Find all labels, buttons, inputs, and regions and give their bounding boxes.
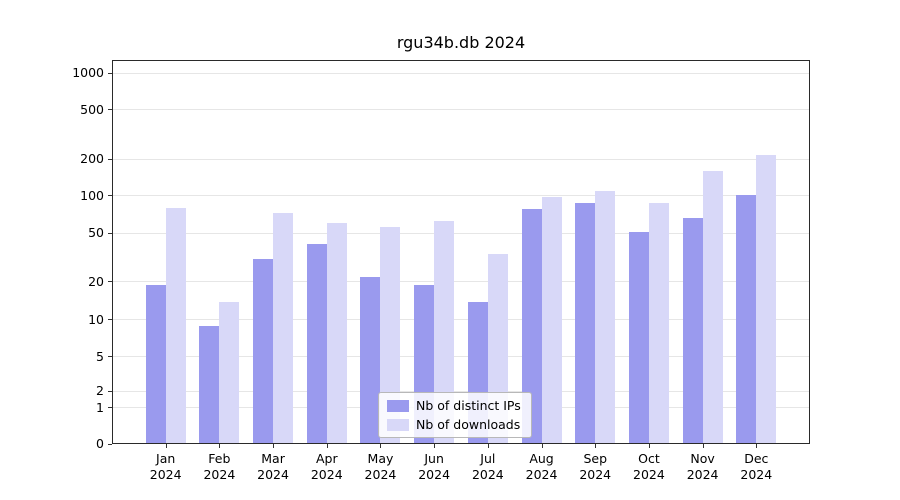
bar-downloads [219, 302, 240, 444]
y-tick-label: 1000 [72, 65, 104, 81]
x-tick-mark [165, 444, 167, 448]
y-tick-mark [108, 232, 112, 234]
x-tick-mark [541, 444, 543, 448]
y-gridline [112, 158, 810, 160]
x-tick-mark [326, 444, 328, 448]
x-tick-label: Aug 2024 [525, 451, 558, 482]
y-tick-label: 50 [88, 225, 104, 241]
y-tick-mark [108, 390, 112, 392]
bar-distinct-ips [521, 209, 542, 444]
y-tick-mark [108, 158, 112, 160]
y-gridline [112, 390, 810, 392]
chart-title: rgu34b.db 2024 [396, 33, 526, 52]
bar-downloads [702, 171, 723, 444]
bar-downloads [165, 208, 186, 444]
y-gridline [112, 281, 810, 283]
y-tick-mark [108, 407, 112, 409]
y-tick-mark [108, 356, 112, 358]
y-tick-mark [108, 281, 112, 283]
y-tick-label: 0 [96, 436, 104, 451]
y-gridline [112, 195, 810, 197]
legend-label-distinct-ips: Nb of distinct IPs [416, 398, 521, 413]
bar-downloads [541, 197, 562, 444]
bar-distinct-ips [145, 285, 166, 444]
y-tick-mark [108, 72, 112, 74]
x-tick-mark [702, 444, 704, 448]
x-tick-label: Jan 2024 [149, 451, 182, 482]
bar-downloads [380, 227, 401, 444]
x-tick-mark [487, 444, 489, 448]
y-tick-label: 500 [80, 101, 104, 117]
legend: Nb of distinct IPs Nb of downloads [378, 392, 532, 438]
legend-item-downloads: Nb of downloads [387, 417, 521, 432]
x-tick-label: Feb 2024 [203, 451, 236, 482]
y-gridline [112, 109, 810, 111]
y-tick-label: 1 [96, 399, 104, 415]
bar-distinct-ips [306, 244, 327, 444]
bar-distinct-ips [575, 203, 596, 444]
legend-label-downloads: Nb of downloads [416, 417, 521, 432]
y-tick-label: 200 [80, 151, 104, 167]
bar-downloads [273, 213, 294, 444]
bar-downloads [434, 221, 455, 444]
y-gridline [112, 356, 810, 358]
x-tick-label: Dec 2024 [740, 451, 773, 482]
y-tick-label: 100 [80, 187, 104, 203]
bar-downloads [756, 155, 777, 444]
legend-item-distinct-ips: Nb of distinct IPs [387, 398, 521, 413]
x-tick-label: Sep 2024 [579, 451, 612, 482]
x-tick-mark [219, 444, 221, 448]
y-tick-mark [108, 195, 112, 197]
x-tick-mark [273, 444, 275, 448]
x-tick-label: Apr 2024 [310, 451, 343, 482]
bar-distinct-ips [736, 195, 757, 444]
bar-distinct-ips [682, 218, 703, 444]
x-tick-label: May 2024 [364, 451, 397, 482]
bar-downloads [595, 191, 616, 444]
bar-downloads [648, 203, 669, 444]
x-tick-mark [380, 444, 382, 448]
x-tick-label: Mar 2024 [257, 451, 289, 482]
y-tick-mark [108, 319, 112, 321]
y-gridline [112, 319, 810, 321]
x-tick-mark [595, 444, 597, 448]
x-tick-label: Nov 2024 [686, 451, 719, 482]
y-tick-label: 10 [88, 311, 104, 327]
y-tick-label: 5 [96, 348, 104, 364]
y-tick-label: 2 [96, 383, 104, 398]
y-tick-mark [108, 109, 112, 111]
y-tick-label: 20 [88, 273, 104, 289]
bar-distinct-ips [628, 232, 649, 444]
y-tick-mark [108, 443, 112, 445]
x-tick-mark [434, 444, 436, 448]
x-tick-label: Jun 2024 [418, 451, 451, 482]
x-tick-label: Jul 2024 [471, 451, 504, 482]
y-gridline [112, 232, 810, 234]
bar-distinct-ips [360, 277, 381, 444]
legend-swatch-distinct-ips [387, 399, 409, 412]
bar-distinct-ips [253, 259, 274, 444]
bar-distinct-ips [199, 326, 220, 444]
x-tick-mark [756, 444, 758, 448]
y-gridline [112, 72, 810, 74]
legend-swatch-downloads [387, 418, 409, 431]
x-tick-label: Oct 2024 [633, 451, 665, 482]
x-tick-mark [648, 444, 650, 448]
bar-downloads [326, 223, 347, 444]
